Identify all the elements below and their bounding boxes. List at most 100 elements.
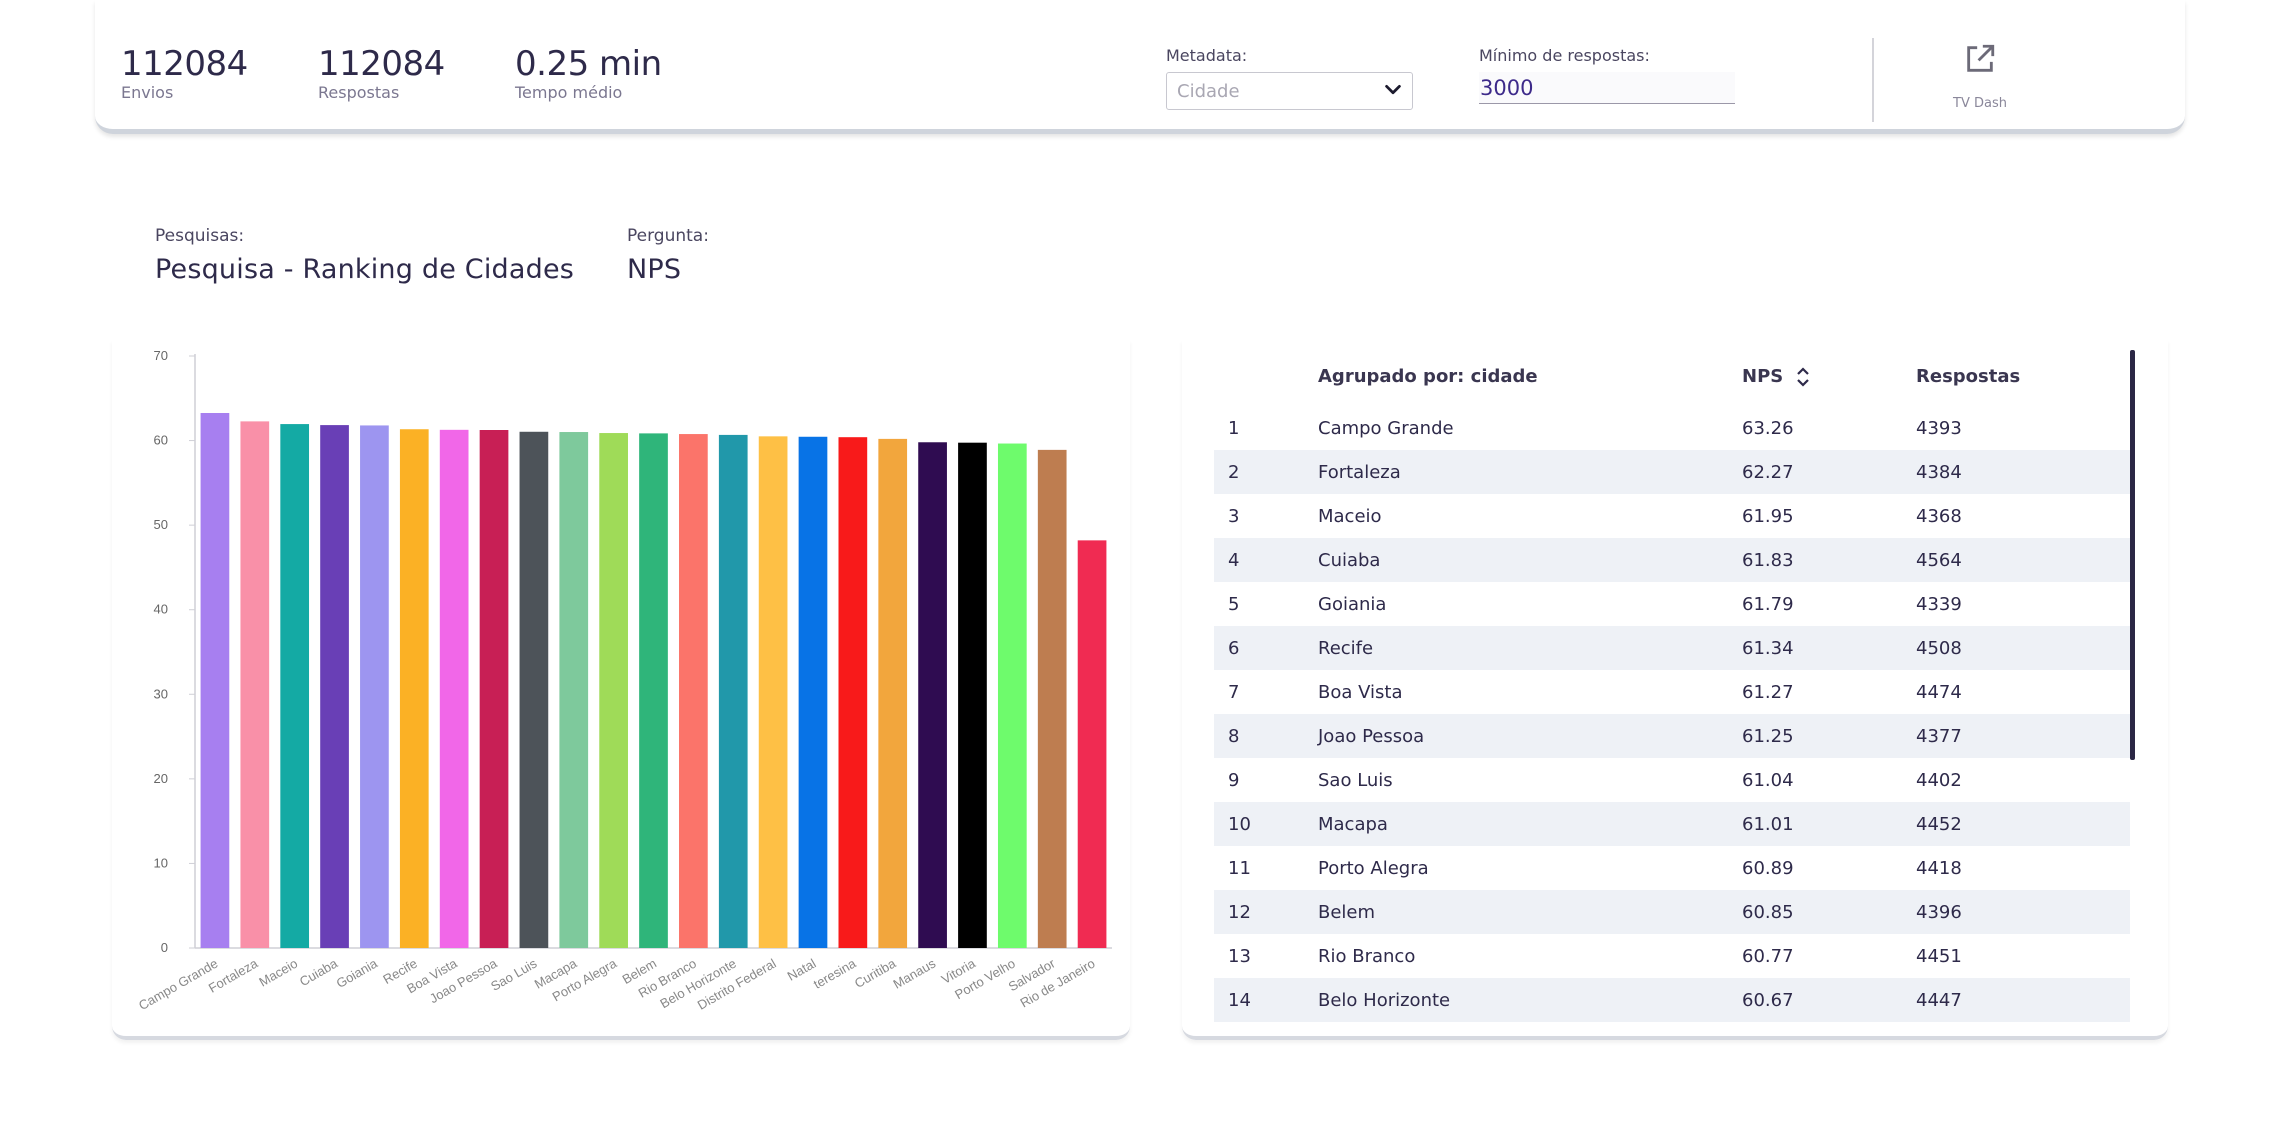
x-tick-label: Sao Luis (488, 955, 540, 994)
table-body: 1 Campo Grande 63.26 4393 2 Fortaleza 62.27 438… (1214, 406, 2130, 1022)
bar[interactable] (280, 424, 310, 948)
min-responses-label: Mínimo de respostas: (1479, 46, 1650, 65)
responses-cell: 4418 (1916, 858, 1962, 879)
responses-cell: 4377 (1916, 726, 1962, 747)
bar[interactable] (479, 430, 509, 948)
y-tick-label: 30 (154, 686, 168, 701)
stat-label: Envios (121, 83, 174, 102)
nps-cell: 61.25 (1742, 726, 1794, 747)
bar[interactable] (679, 434, 708, 948)
responses-cell: 4452 (1916, 814, 1962, 835)
min-responses-input[interactable] (1479, 72, 1735, 104)
bar[interactable] (399, 429, 429, 948)
table-scrollbar[interactable] (2130, 350, 2135, 760)
responses-cell: 4384 (1916, 462, 1962, 483)
table-row: 9 Sao Luis 61.04 4402 (1214, 758, 2130, 802)
nps-cell: 61.04 (1742, 770, 1794, 791)
bar[interactable] (320, 425, 349, 948)
bar[interactable] (439, 429, 469, 948)
bar[interactable] (997, 443, 1027, 948)
metadata-select-value: Cidade (1177, 81, 1240, 102)
bar[interactable] (559, 432, 589, 948)
responses-cell: 4368 (1916, 506, 1962, 527)
table-row: 3 Maceio 61.95 4368 (1214, 494, 2130, 538)
table-row: 1 Campo Grande 63.26 4393 (1214, 406, 2130, 450)
responses-cell: 4447 (1916, 990, 1962, 1011)
y-tick-label: 10 (154, 855, 168, 870)
bar[interactable] (878, 438, 908, 948)
stat-label: Respostas (318, 83, 400, 102)
sort-icon[interactable] (1796, 366, 1810, 388)
table-header: Agrupado por: cidade NPS Respostas (1182, 340, 2130, 410)
bar[interactable] (718, 434, 748, 948)
nps-cell: 60.89 (1742, 858, 1794, 879)
city-cell: Campo Grande (1318, 418, 1454, 439)
bar[interactable] (758, 436, 788, 948)
x-tick-label: teresina (811, 955, 859, 991)
nps-cell: 60.77 (1742, 946, 1794, 967)
stats-bar: 112084 Envios 112084 Respostas 0.25 min … (95, 0, 2185, 134)
bar[interactable] (838, 437, 868, 948)
external-link-icon (1967, 44, 1995, 72)
x-tick-label: Curitiba (852, 955, 899, 991)
rank-cell: 13 (1228, 946, 1251, 967)
bar[interactable] (798, 436, 828, 948)
y-tick-label: 50 (154, 517, 168, 532)
nps-cell: 60.67 (1742, 990, 1794, 1011)
rank-cell: 10 (1228, 814, 1251, 835)
x-tick-label: Maceio (256, 956, 300, 990)
table-row: 4 Cuiaba 61.83 4564 (1214, 538, 2130, 582)
responses-cell: 4564 (1916, 550, 1962, 571)
y-tick-label: 40 (154, 602, 168, 617)
column-header-nps-label: NPS (1742, 366, 1784, 387)
table-row: 11 Porto Alegra 60.89 4418 (1214, 846, 2130, 890)
nps-cell: 62.27 (1742, 462, 1794, 483)
bar[interactable] (1077, 540, 1107, 948)
responses-cell: 4402 (1916, 770, 1962, 791)
stat-respostas: 112084 Respostas (318, 44, 445, 102)
rank-cell: 9 (1228, 770, 1240, 791)
rank-cell: 5 (1228, 594, 1240, 615)
question-label: Pergunta: (627, 226, 709, 246)
stat-value: 112084 (121, 44, 248, 84)
x-tick-label: Goiania (334, 955, 381, 991)
bar[interactable] (200, 413, 230, 948)
bar[interactable] (519, 431, 549, 948)
table-row: 13 Rio Branco 60.77 4451 (1214, 934, 2130, 978)
table-row: 8 Joao Pessoa 61.25 4377 (1214, 714, 2130, 758)
bar[interactable] (918, 442, 947, 948)
y-tick-label: 0 (161, 940, 168, 955)
y-tick-label: 60 (154, 433, 168, 448)
column-header-responses: Respostas (1916, 366, 2021, 387)
column-header-nps[interactable]: NPS (1742, 366, 1810, 388)
city-cell: Porto Alegra (1318, 858, 1429, 879)
city-cell: Macapa (1318, 814, 1388, 835)
bar[interactable] (599, 433, 628, 948)
chevron-down-icon (1385, 84, 1401, 95)
rank-cell: 8 (1228, 726, 1240, 747)
bar[interactable] (240, 421, 270, 948)
y-tick-label: 70 (154, 348, 168, 363)
table-row: 10 Macapa 61.01 4452 (1214, 802, 2130, 846)
bar[interactable] (1037, 449, 1067, 948)
tv-dash-button[interactable]: TV Dash (1940, 42, 2020, 111)
rank-cell: 6 (1228, 638, 1240, 659)
responses-cell: 4508 (1916, 638, 1962, 659)
city-cell: Rio Branco (1318, 946, 1416, 967)
nps-cell: 61.95 (1742, 506, 1794, 527)
bar[interactable] (958, 442, 987, 948)
nps-cell: 61.27 (1742, 682, 1794, 703)
city-cell: Joao Pessoa (1318, 726, 1425, 747)
y-tick-label: 20 (154, 771, 168, 786)
nps-cell: 60.85 (1742, 902, 1794, 923)
bar[interactable] (639, 433, 668, 948)
question-info: Pergunta: NPS (627, 226, 709, 285)
rank-cell: 12 (1228, 902, 1251, 923)
metadata-select[interactable]: Cidade (1166, 72, 1413, 110)
city-cell: Cuiaba (1318, 550, 1381, 571)
city-cell: Goiania (1318, 594, 1387, 615)
rank-cell: 4 (1228, 550, 1240, 571)
bar[interactable] (360, 425, 389, 949)
survey-label: Pesquisas: (155, 226, 245, 246)
